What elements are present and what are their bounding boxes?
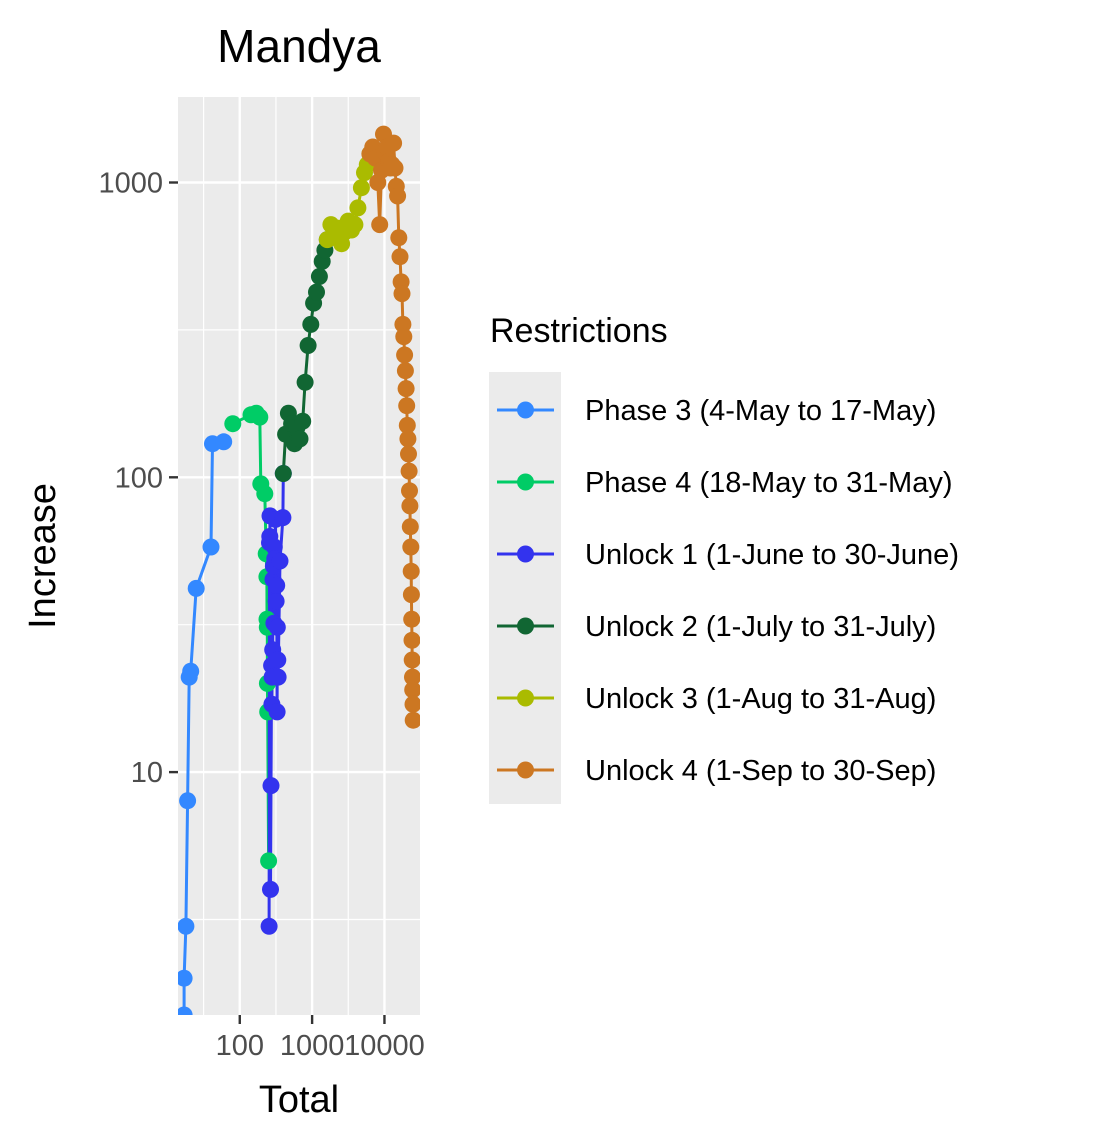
legend-label: Unlock 4 (1-Sep to 30-Sep) <box>585 755 936 787</box>
data-point-series-6 <box>385 134 403 152</box>
data-point-series-3 <box>269 668 287 686</box>
data-point-series-6 <box>399 430 417 448</box>
data-point-series-6 <box>394 315 412 333</box>
data-point-series-1 <box>182 662 200 680</box>
legend-key-background <box>489 372 561 804</box>
data-point-series-6 <box>390 229 408 247</box>
data-point-series-2 <box>260 852 278 870</box>
data-point-series-6 <box>371 216 389 234</box>
data-point-series-3 <box>267 592 285 610</box>
data-point-series-6 <box>404 681 420 699</box>
legend-key-point <box>517 545 534 563</box>
data-point-series-3 <box>268 703 286 721</box>
data-point-series-6 <box>404 695 420 713</box>
data-point-series-1 <box>178 917 195 935</box>
data-point-series-3 <box>262 880 279 898</box>
data-point-series-5 <box>352 179 370 197</box>
data-point-series-6 <box>389 187 407 205</box>
x-tick-label: 1000 <box>280 1030 345 1062</box>
data-point-series-6 <box>402 562 420 580</box>
data-point-series-3 <box>268 618 286 636</box>
data-point-series-6 <box>400 445 417 463</box>
y-tick-label: 10 <box>131 757 163 789</box>
legend-label: Phase 3 (4-May to 17-May) <box>585 395 936 427</box>
data-point-series-6 <box>396 362 414 380</box>
series-group <box>178 125 420 1015</box>
data-point-series-6 <box>403 651 420 669</box>
data-point-series-4 <box>299 337 317 354</box>
data-point-series-1 <box>202 538 220 556</box>
legend-key-point <box>517 401 534 419</box>
data-point-series-6 <box>404 668 420 686</box>
x-tick-label: 10000 <box>344 1030 425 1062</box>
legend-key-point <box>517 689 534 707</box>
grid-lines <box>178 97 420 1015</box>
legend-title: Restrictions <box>490 312 668 350</box>
data-point-series-6 <box>398 397 416 415</box>
legend-key-point <box>517 473 534 491</box>
data-point-series-6 <box>397 380 415 398</box>
data-point-series-2 <box>256 485 274 503</box>
data-point-series-4 <box>291 430 309 448</box>
data-point-series-6 <box>402 586 420 604</box>
legend-label: Unlock 2 (1-July to 31-July) <box>585 611 936 643</box>
legend-key-point <box>517 761 534 779</box>
y-tick-label: 100 <box>115 462 163 494</box>
data-point-series-6 <box>403 610 420 628</box>
data-point-series-4 <box>310 268 328 285</box>
data-point-series-5 <box>349 199 367 217</box>
y-tick-label: 1000 <box>98 168 163 200</box>
data-point-series-1 <box>178 969 193 987</box>
data-point-series-4 <box>308 283 325 301</box>
data-point-series-1 <box>187 579 205 597</box>
data-point-series-4 <box>294 412 312 430</box>
legend: Restrictions Phase 3 (4-May to 17-May) Ph… <box>489 312 959 804</box>
legend-key-point <box>517 617 534 635</box>
data-point-series-3 <box>269 651 287 669</box>
legend-label: Unlock 3 (1-Aug to 31-Aug) <box>585 683 936 715</box>
data-point-series-4 <box>302 315 320 333</box>
legend-label: Phase 4 (18-May to 31-May) <box>585 467 952 499</box>
data-point-series-6 <box>386 159 404 177</box>
data-point-series-3 <box>274 509 292 527</box>
data-point-series-2 <box>224 415 242 433</box>
legend-label: Unlock 1 (1-June to 30-June) <box>585 539 959 571</box>
data-point-series-6 <box>401 482 418 500</box>
data-point-series-6 <box>391 248 409 266</box>
data-point-series-6 <box>395 328 413 346</box>
data-point-series-5 <box>346 216 364 234</box>
data-point-series-1 <box>178 1006 193 1015</box>
chart-title: Mandya <box>217 20 381 72</box>
x-axis-title: Total <box>259 1079 339 1121</box>
data-point-series-6 <box>404 711 420 729</box>
data-point-series-4 <box>296 373 314 391</box>
series-layer <box>178 125 420 1015</box>
data-point-series-6 <box>403 631 420 649</box>
data-point-series-1 <box>215 433 233 451</box>
data-point-series-3 <box>271 552 289 570</box>
x-tick-label: 100 <box>216 1030 264 1062</box>
data-point-series-6 <box>402 538 420 556</box>
data-point-series-2 <box>251 408 269 426</box>
plot-panel <box>178 97 420 1015</box>
data-point-series-6 <box>401 518 419 536</box>
data-point-series-6 <box>401 497 419 515</box>
data-point-series-3 <box>262 777 280 795</box>
data-point-series-6 <box>396 346 414 364</box>
y-axis-title: Increase <box>22 483 64 629</box>
data-point-series-3 <box>268 576 286 594</box>
data-point-series-6 <box>398 416 416 434</box>
data-point-series-6 <box>400 462 418 480</box>
data-point-series-1 <box>179 792 197 810</box>
data-point-series-3 <box>260 917 278 935</box>
data-point-series-6 <box>393 285 411 303</box>
data-point-series-4 <box>274 465 292 482</box>
